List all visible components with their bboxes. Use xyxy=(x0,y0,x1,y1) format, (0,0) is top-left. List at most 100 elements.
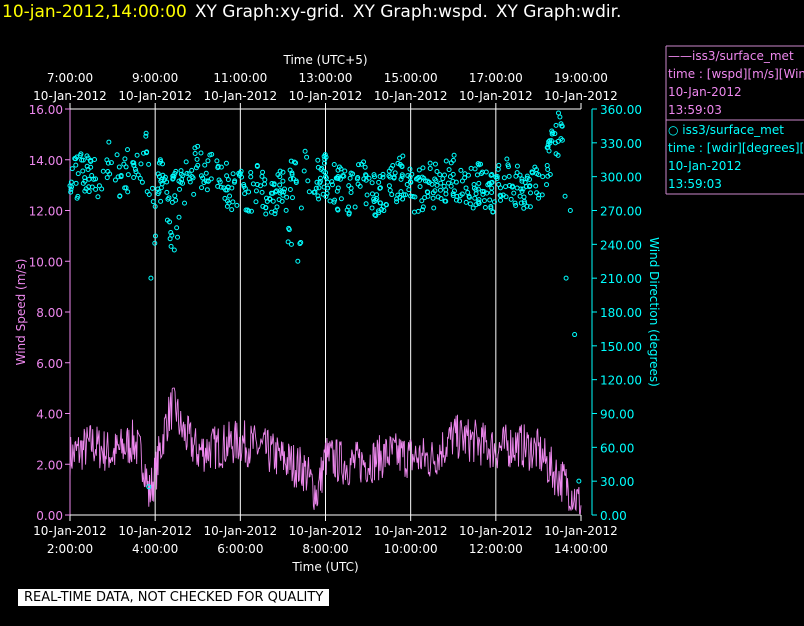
wdir-point xyxy=(527,190,533,196)
wdir-point xyxy=(227,193,233,199)
left-tick-label: 12.00 xyxy=(29,205,63,219)
wdir-point xyxy=(513,202,519,208)
wdir-point xyxy=(549,128,555,134)
wdir-point xyxy=(229,207,235,213)
wdir-point xyxy=(352,204,358,210)
wdir-point xyxy=(447,174,453,180)
right-tick-label: 360.00 xyxy=(600,103,642,117)
wdir-point xyxy=(91,176,97,182)
wdir-point xyxy=(388,165,394,171)
wdir-point xyxy=(141,150,147,156)
left-tick-label: 14.00 xyxy=(29,154,63,168)
wdir-point xyxy=(69,184,75,190)
wdir-point xyxy=(539,192,545,198)
wdir-point xyxy=(75,171,81,177)
wdir-point xyxy=(168,230,174,236)
wdir-point xyxy=(429,181,435,187)
wdir-point xyxy=(567,208,573,213)
wdir-point xyxy=(202,162,208,168)
bottom-tick-time: 6:00:00 xyxy=(217,542,263,556)
wdir-point xyxy=(408,179,414,185)
wdir-point xyxy=(174,225,180,231)
wdir-point xyxy=(246,189,252,195)
wspd-line xyxy=(69,387,582,515)
wdir-point xyxy=(146,484,152,490)
right-tick-label: 120.00 xyxy=(600,374,642,388)
wdir-point xyxy=(259,173,265,179)
wdir-point xyxy=(555,138,561,144)
wdir-point xyxy=(438,180,444,186)
wdir-point xyxy=(254,163,260,169)
wdir-point xyxy=(80,168,86,174)
legend-wdir-series: ○ iss3/surface_met xyxy=(668,123,784,137)
wdir-point xyxy=(263,205,269,211)
wdir-point xyxy=(366,175,372,181)
wdir-point xyxy=(320,191,326,197)
wdir-point xyxy=(482,204,488,210)
wdir-point xyxy=(135,172,141,178)
wdir-point xyxy=(171,247,177,253)
wdir-point xyxy=(125,172,131,178)
wdir-point xyxy=(158,198,164,204)
wdir-point xyxy=(134,152,140,158)
wdir-point xyxy=(546,139,552,145)
wdir-point xyxy=(369,205,375,211)
wdir-point xyxy=(138,161,144,167)
graph-title-wspd: XY Graph:wspd. xyxy=(352,2,488,22)
wdir-point xyxy=(248,170,254,176)
wdir-point xyxy=(263,211,269,217)
wdir-point xyxy=(302,148,308,154)
wdir-point xyxy=(355,181,361,187)
right-tick-label: 180.00 xyxy=(600,306,642,320)
wdir-point xyxy=(348,185,354,191)
wdir-point xyxy=(241,183,247,189)
wdir-point xyxy=(512,200,518,206)
wdir-point xyxy=(467,201,473,207)
wdir-point xyxy=(277,182,283,188)
right-tick-label: 90.00 xyxy=(600,408,634,422)
wdir-point xyxy=(331,161,337,167)
top-tick-date: 10-Jan-2012 xyxy=(204,89,278,103)
wdir-point xyxy=(183,159,189,165)
wdir-point xyxy=(533,167,539,173)
top-tick-time: 7:00:00 xyxy=(47,71,93,85)
wdir-point xyxy=(544,182,550,188)
wdir-point xyxy=(451,152,457,158)
wdir-point xyxy=(395,160,401,166)
wdir-point xyxy=(371,174,377,180)
top-axis-label: Time (UTC+5) xyxy=(282,53,367,67)
wdir-point xyxy=(224,173,230,179)
wdir-point xyxy=(394,199,400,205)
wdir-point xyxy=(504,156,510,162)
wdir-point xyxy=(488,180,494,186)
wdir-point xyxy=(68,189,74,195)
left-tick-label: 0.00 xyxy=(36,509,63,523)
wdir-point xyxy=(448,183,454,189)
wdir-point xyxy=(495,166,501,172)
wdir-point xyxy=(489,189,495,195)
wdir-point xyxy=(194,156,200,162)
wdir-point xyxy=(518,186,524,192)
wdir-point xyxy=(463,185,469,191)
wdir-point xyxy=(348,189,354,195)
bottom-tick-time: 8:00:00 xyxy=(302,542,348,556)
wdir-point xyxy=(442,198,448,204)
top-tick-date: 10-Jan-2012 xyxy=(544,89,618,103)
wdir-point xyxy=(283,207,289,213)
wdir-point xyxy=(411,209,417,215)
wdir-point xyxy=(230,171,236,177)
wdir-point xyxy=(445,180,451,186)
wdir-point xyxy=(478,161,484,167)
wdir-point xyxy=(191,191,197,197)
wdir-point xyxy=(162,174,168,180)
wdir-point xyxy=(272,189,278,195)
wdir-point xyxy=(434,182,440,188)
wdir-point xyxy=(250,181,256,187)
wdir-point xyxy=(291,159,297,165)
wdir-point xyxy=(262,177,268,183)
wdir-point xyxy=(545,173,551,179)
wdir-point xyxy=(225,198,231,204)
wdir-point xyxy=(189,167,195,173)
legend: ——iss3/surface_met time : [wspd][m/s][Wi… xyxy=(665,45,804,195)
wdir-point xyxy=(217,179,223,185)
